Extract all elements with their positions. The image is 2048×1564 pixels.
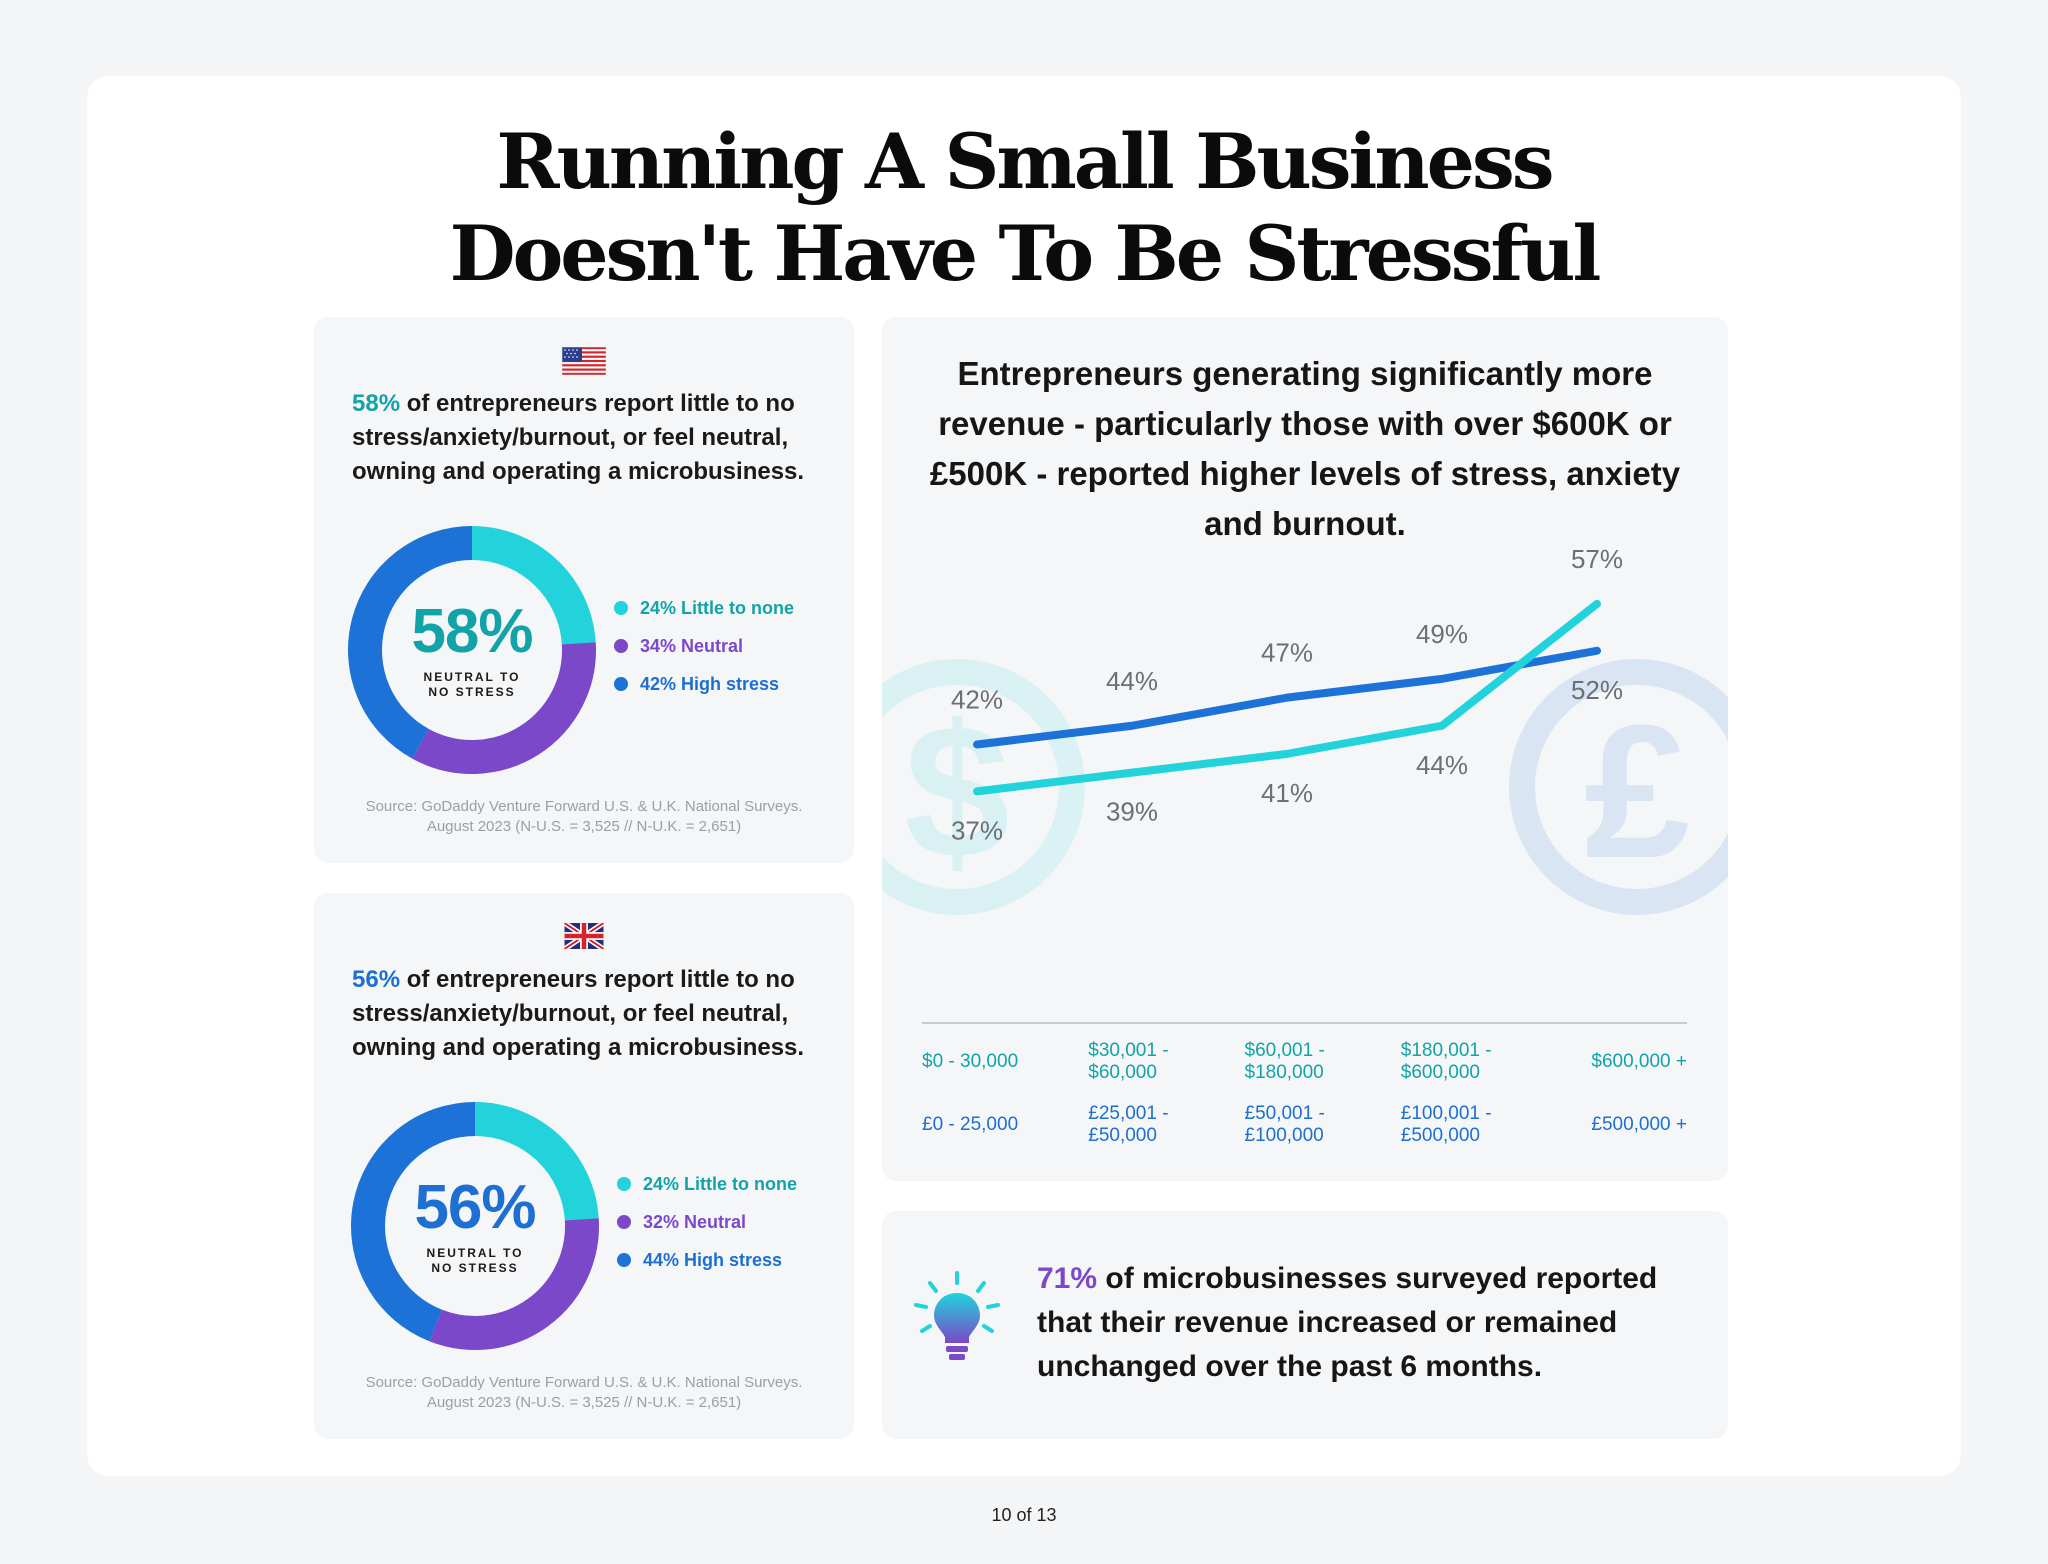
- donut-segment-2: [348, 526, 473, 759]
- legend-label: 24% Little to none: [643, 1173, 798, 1194]
- insight-panel: 71% of microbusinesses surveyed reported…: [882, 1211, 1728, 1439]
- donut-segment-1: [412, 642, 596, 774]
- us-donut-center: 58% NEUTRAL TO NO STRESS: [347, 525, 597, 775]
- us-donut-svg: [348, 526, 596, 774]
- uk-donut-svg: [351, 1102, 599, 1350]
- legend-item: 24% Little to none: [617, 1165, 797, 1203]
- axis-tick-label: £100,001 - £500,000: [1400, 1103, 1492, 1146]
- insight-rest: of microbusinesses surveyed reported tha…: [1037, 1262, 1658, 1383]
- chart-lines: [973, 599, 1601, 796]
- us-stress-panel: 58% of entrepreneurs report little to no…: [314, 317, 854, 863]
- donut-segment-2: [351, 1102, 476, 1342]
- uk-donut-chart: 56% NEUTRAL TO NO STRESS: [350, 1101, 600, 1351]
- x-axis-gbp-labels: £0 - 25,000 £25,001 - £50,000 £50,001 - £1…: [922, 1102, 1687, 1148]
- axis-tick-label: £50,001 - £100,000: [1244, 1103, 1325, 1146]
- revenue-stress-chart-panel: Entrepreneurs generating significantly m…: [882, 317, 1728, 1181]
- data-label: 49%: [1416, 619, 1468, 649]
- uk-headline-text: of entrepreneurs report little to no str…: [352, 966, 805, 1061]
- uk-donut-label: NEUTRAL TO NO STRESS: [426, 1246, 524, 1275]
- svg-text:£: £: [1584, 686, 1690, 898]
- us-headline-pct: 58%: [352, 390, 401, 417]
- legend-label: 44% High stress: [643, 1249, 783, 1270]
- chart-title: Entrepreneurs generating significantly m…: [929, 355, 1681, 542]
- data-label: 44%: [1416, 750, 1468, 780]
- legend-item: 44% High stress: [617, 1241, 797, 1279]
- legend-item: 32% Neutral: [617, 1203, 797, 1241]
- page-title-line2: Doesn't Have To Be Stressful: [449, 209, 1602, 298]
- axis-tick-label: £500,000 +: [1591, 1114, 1687, 1135]
- legend-label: 24% Little to none: [640, 597, 795, 618]
- source-line: Source: GoDaddy Venture Forward U.S. & U…: [365, 1374, 803, 1391]
- axis-tick-label: $30,001 - $60,000: [1088, 1040, 1169, 1083]
- us-flag-icon: [562, 347, 606, 375]
- donut-segment-0: [471, 526, 596, 645]
- legend-label: 34% Neutral: [640, 635, 744, 656]
- x-axis-usd-labels: $0 - 30,000 $30,001 - $60,000 $60,001 - $1…: [922, 1039, 1687, 1085]
- axis-tick-label: $600,000 +: [1591, 1051, 1687, 1072]
- series-line-1: [973, 599, 1601, 796]
- legend-dot: [614, 601, 628, 615]
- lightbulb-icon: [914, 1271, 1000, 1360]
- us-donut-label: NEUTRAL TO NO STRESS: [423, 670, 521, 699]
- uk-source-note: Source: GoDaddy Venture Forward U.S. & U…: [314, 1373, 854, 1413]
- us-donut-chart: 58% NEUTRAL TO NO STRESS: [347, 525, 597, 775]
- donut-segment-0: [474, 1102, 599, 1221]
- legend-dot: [617, 1177, 631, 1191]
- page-counter: 10 of 13: [991, 1505, 1057, 1525]
- line-chart: $ £ 42%44%47%49%52%37%39%41%44%57%: [882, 544, 1728, 1024]
- us-source-note: Source: GoDaddy Venture Forward U.S. & U…: [314, 797, 854, 837]
- data-label: 44%: [1106, 666, 1158, 696]
- legend-item: 24% Little to none: [614, 589, 794, 627]
- data-label: 41%: [1261, 778, 1313, 808]
- uk-headline: 56% of entrepreneurs report little to no…: [352, 963, 824, 1065]
- axis-tick-label: $180,001 - $600,000: [1400, 1040, 1492, 1083]
- data-label: 37%: [951, 815, 1003, 845]
- chart-data-labels: 42% 44% 47% 49% 52% 37% 39% 41% 44% 57%: [951, 544, 1623, 846]
- us-headline: 58% of entrepreneurs report little to no…: [352, 387, 824, 489]
- data-label: 57%: [1571, 544, 1623, 574]
- source-line: August 2023 (N-U.S. = 3,525 // N-U.K. = …: [426, 818, 742, 835]
- legend-dot: [614, 677, 628, 691]
- insight-pct: 71%: [1037, 1262, 1098, 1295]
- legend-dot: [614, 639, 628, 653]
- insight-text: 71% of microbusinesses surveyed reported…: [1037, 1257, 1688, 1389]
- uk-flag-icon: [564, 923, 604, 949]
- data-label: 42%: [951, 685, 1003, 715]
- series-line-0: [973, 646, 1601, 749]
- pound-icon: £: [1509, 659, 1728, 915]
- data-label: 47%: [1261, 638, 1313, 668]
- us-donut-legend: 24% Little to none 34% Neutral 42% High …: [614, 589, 794, 703]
- legend-label: 42% High stress: [640, 673, 780, 694]
- axis-tick-label: £0 - 25,000: [922, 1114, 1019, 1135]
- uk-donut-legend: 24% Little to none 32% Neutral 44% High …: [617, 1165, 797, 1279]
- axis-tick-label: $60,001 - $180,000: [1244, 1040, 1325, 1083]
- page-card: Running A Small Business Doesn't Have To…: [87, 76, 1961, 1476]
- uk-headline-pct: 56%: [352, 966, 401, 993]
- uk-donut-center: 56% NEUTRAL TO NO STRESS: [350, 1101, 600, 1351]
- page-title-line1: Running A Small Business: [496, 117, 1554, 206]
- legend-label: 32% Neutral: [643, 1211, 747, 1232]
- legend-item: 34% Neutral: [614, 627, 794, 665]
- source-line: Source: GoDaddy Venture Forward U.S. & U…: [365, 798, 803, 815]
- axis-tick-label: £25,001 - £50,000: [1088, 1103, 1169, 1146]
- legend-dot: [617, 1253, 631, 1267]
- data-label: 39%: [1106, 797, 1158, 827]
- data-label: 52%: [1571, 675, 1623, 705]
- us-headline-text: of entrepreneurs report little to no str…: [352, 390, 805, 485]
- source-line: August 2023 (N-U.S. = 3,525 // N-U.K. = …: [426, 1394, 742, 1411]
- axis-tick-label: $0 - 30,000: [922, 1051, 1019, 1072]
- legend-dot: [617, 1215, 631, 1229]
- donut-segment-1: [429, 1218, 599, 1350]
- uk-donut-value: 56%: [414, 1173, 536, 1242]
- page-title: Running A Small Business Doesn't Have To…: [87, 116, 1961, 300]
- us-donut-value: 58%: [411, 597, 533, 666]
- uk-stress-panel: 56% of entrepreneurs report little to no…: [314, 893, 854, 1439]
- legend-item: 42% High stress: [614, 665, 794, 703]
